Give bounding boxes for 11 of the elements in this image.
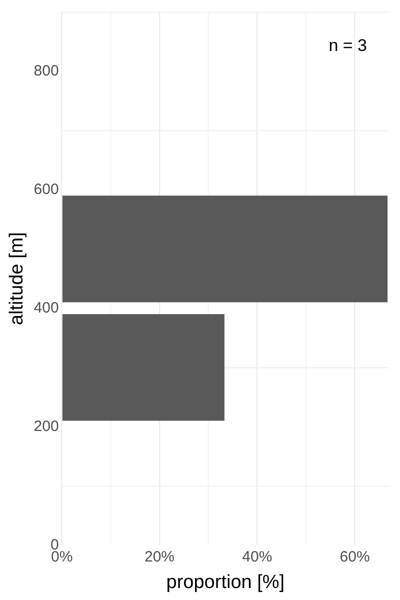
x-axis-title: proportion [%]	[166, 572, 285, 593]
x-tick-label: 0%	[50, 548, 73, 566]
y-tick-label: 600	[34, 180, 59, 198]
y-axis-title: altitude [m]	[6, 232, 28, 326]
x-tick-label: 60%	[340, 548, 370, 566]
y-tick-label: 200	[34, 418, 59, 435]
annotation: n = 3	[328, 36, 367, 56]
x-tick-label: 40%	[242, 548, 272, 566]
x-tick-label: 20%	[144, 548, 175, 566]
y-tick-label: 400	[34, 299, 59, 316]
y-tick-label: 800	[34, 62, 59, 80]
